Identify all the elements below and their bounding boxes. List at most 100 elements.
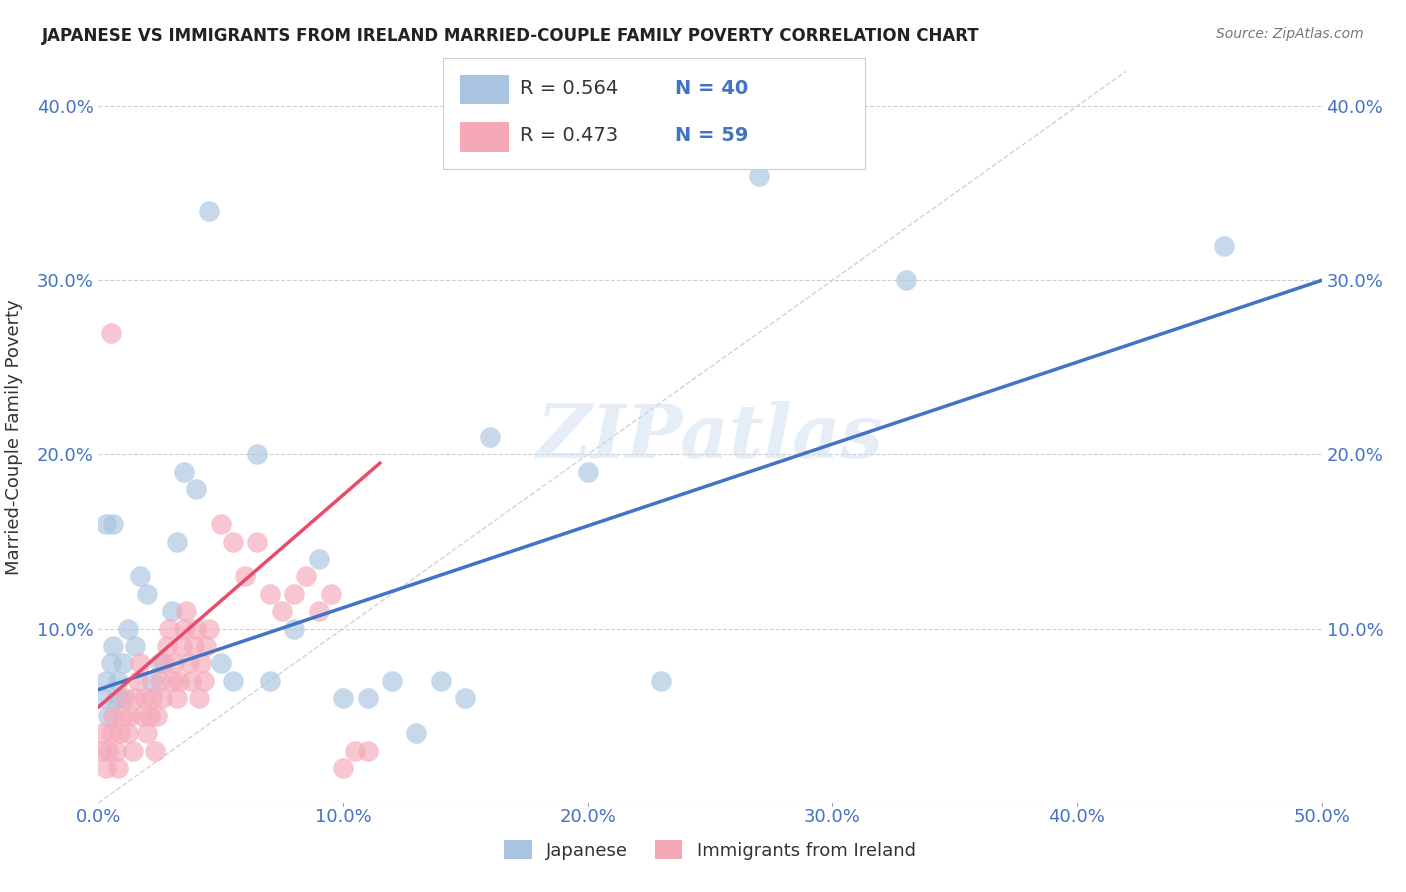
Point [111, 708, 134, 723]
Point [308, 552, 330, 566]
Point [209, 657, 232, 671]
Point [101, 708, 124, 723]
Point [283, 587, 305, 601]
Point [104, 691, 127, 706]
Point [134, 691, 156, 706]
Point [97, 743, 120, 757]
Point [100, 657, 122, 671]
Point [146, 708, 169, 723]
Point [405, 726, 427, 740]
Point [121, 743, 143, 757]
Point [91, 691, 114, 706]
Text: JAPANESE VS IMMIGRANTS FROM IRELAND MARRIED-COUPLE FAMILY POVERTY CORRELATION CH: JAPANESE VS IMMIGRANTS FROM IRELAND MARR… [42, 27, 980, 45]
Point [176, 604, 198, 618]
Text: N = 40: N = 40 [675, 78, 748, 98]
Point [454, 691, 477, 706]
Point [381, 673, 404, 688]
Point [107, 761, 129, 775]
Point [150, 691, 173, 706]
Point [94, 517, 117, 532]
Point [894, 273, 917, 287]
Point [149, 657, 172, 671]
Point [166, 691, 188, 706]
Point [111, 657, 134, 671]
Point [295, 569, 318, 583]
Point [117, 622, 139, 636]
Point [91, 726, 114, 740]
Point [101, 517, 124, 532]
Point [129, 569, 152, 583]
Point [101, 639, 124, 653]
Point [186, 483, 208, 497]
Point [143, 743, 166, 757]
Point [173, 622, 195, 636]
Point [160, 673, 183, 688]
Point [94, 673, 117, 688]
Point [166, 534, 188, 549]
Point [1212, 238, 1234, 252]
Point [356, 691, 378, 706]
Text: Source: ZipAtlas.com: Source: ZipAtlas.com [1216, 27, 1364, 41]
Point [136, 726, 159, 740]
Point [160, 604, 183, 618]
Point [153, 657, 176, 671]
Point [259, 587, 281, 601]
Point [430, 673, 453, 688]
Point [356, 743, 378, 757]
Text: N = 59: N = 59 [675, 126, 748, 145]
Point [136, 587, 159, 601]
Point [344, 743, 367, 757]
Point [233, 569, 256, 583]
Point [163, 657, 186, 671]
Point [576, 465, 599, 479]
Point [186, 622, 208, 636]
Point [308, 604, 330, 618]
Point [100, 726, 122, 740]
Point [193, 673, 215, 688]
Text: R = 0.564: R = 0.564 [520, 78, 619, 98]
Point [124, 639, 146, 653]
Point [246, 534, 269, 549]
Point [104, 743, 127, 757]
Point [197, 622, 219, 636]
Point [129, 657, 152, 671]
Text: ZIPatlas: ZIPatlas [537, 401, 883, 474]
Legend: Japanese, Immigrants from Ireland: Japanese, Immigrants from Ireland [505, 840, 915, 860]
Point [110, 691, 132, 706]
Point [332, 691, 354, 706]
Point [107, 673, 129, 688]
Point [332, 761, 354, 775]
Point [141, 691, 163, 706]
Point [156, 639, 179, 653]
Point [157, 622, 180, 636]
Point [478, 430, 501, 444]
Point [259, 673, 281, 688]
Point [170, 639, 193, 653]
Point [177, 657, 200, 671]
Point [183, 639, 205, 653]
Point [209, 517, 232, 532]
Point [246, 448, 269, 462]
Point [190, 657, 212, 671]
Point [141, 673, 163, 688]
Point [131, 708, 153, 723]
Point [319, 587, 342, 601]
Point [110, 726, 132, 740]
Point [127, 673, 149, 688]
Point [124, 691, 146, 706]
Point [117, 726, 139, 740]
Point [139, 708, 162, 723]
Y-axis label: Married-Couple Family Poverty: Married-Couple Family Poverty [4, 299, 22, 575]
Point [222, 534, 245, 549]
Point [187, 691, 209, 706]
Point [114, 691, 136, 706]
Point [90, 743, 112, 757]
Point [173, 465, 195, 479]
Point [222, 673, 245, 688]
Point [197, 203, 219, 218]
Point [650, 673, 672, 688]
Point [283, 622, 305, 636]
Point [195, 639, 218, 653]
Text: R = 0.473: R = 0.473 [520, 126, 619, 145]
Point [149, 673, 172, 688]
